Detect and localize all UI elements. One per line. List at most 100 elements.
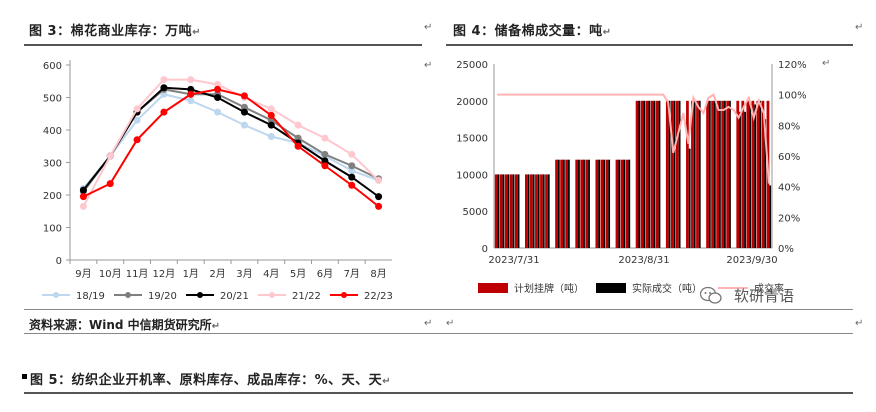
right-y-tick-label: 60% xyxy=(778,152,800,163)
right-y-tick-label: 0% xyxy=(778,244,794,255)
actual-bar xyxy=(502,174,505,248)
actual-bar xyxy=(724,100,726,248)
legend-label: 19/20 xyxy=(148,291,177,302)
series-point-22/23 xyxy=(214,85,222,93)
series-point-21/22 xyxy=(321,134,329,142)
planned-bar xyxy=(655,100,659,248)
actual-bar xyxy=(583,159,585,248)
x-tick-label: 2023/9/30 xyxy=(726,255,777,266)
actual-bar xyxy=(628,159,631,248)
series-line-22/23 xyxy=(82,88,380,208)
actual-bar xyxy=(769,185,772,248)
planned-bar xyxy=(514,174,518,248)
planned-bar xyxy=(615,159,619,248)
x-tick-label: 2月 xyxy=(209,268,225,280)
series-point-18/19 xyxy=(160,90,168,98)
x-tick-label: 3月 xyxy=(236,268,252,280)
actual-bar xyxy=(693,100,696,248)
actual-bar xyxy=(739,111,741,248)
source-bottom-rule xyxy=(24,333,853,334)
series-point-21/22 xyxy=(133,105,141,113)
y-tick-label: 400 xyxy=(43,126,62,137)
x-tick-label: 10月 xyxy=(99,268,122,280)
actual-bar xyxy=(578,159,580,248)
planned-bar xyxy=(706,100,709,248)
x-tick-label: 5月 xyxy=(290,268,306,280)
x-tick-label: 6月 xyxy=(317,268,333,280)
planned-bar xyxy=(721,100,725,248)
actual-bar xyxy=(547,174,550,248)
series-point-22/23 xyxy=(321,162,329,170)
series-point-21/22 xyxy=(214,81,222,88)
planned-bar xyxy=(545,174,548,248)
planned-bar xyxy=(696,100,699,248)
planned-bar xyxy=(575,159,579,248)
series-point-22/23 xyxy=(375,202,383,210)
series-point-19/20 xyxy=(294,134,302,142)
actual-bar xyxy=(568,159,570,248)
actual-bar xyxy=(754,104,756,248)
actual-bar xyxy=(497,174,500,248)
series-point-18/19 xyxy=(267,133,275,140)
para-mark-1: ↵ xyxy=(424,22,433,33)
right-y-tick-label: 120% xyxy=(778,60,807,71)
planned-bar xyxy=(645,100,649,248)
actual-bar xyxy=(623,159,626,248)
series-point-22/23 xyxy=(267,111,275,119)
planned-bar xyxy=(585,159,589,248)
series-point-20/21 xyxy=(375,193,383,201)
actual-bar xyxy=(557,159,560,248)
series-point-20/21 xyxy=(187,85,195,93)
planned-bar xyxy=(741,100,745,248)
series-point-21/22 xyxy=(267,105,275,113)
para-mark-7: ↵ xyxy=(855,318,864,329)
series-point-22/23 xyxy=(294,142,302,150)
right-y-tick-label: 20% xyxy=(778,213,800,224)
series-point-22/23 xyxy=(160,108,168,116)
actual-bar xyxy=(658,100,661,248)
planned-bar xyxy=(565,159,569,248)
legend-swatch-planned xyxy=(478,283,508,293)
series-point-18/19 xyxy=(187,97,195,105)
actual-bar xyxy=(764,119,767,248)
series-point-21/22 xyxy=(106,152,114,160)
watermark: 软研青语 xyxy=(699,283,840,307)
actual-bar xyxy=(678,100,681,248)
planned-bar xyxy=(504,174,508,248)
planned-bar xyxy=(555,159,558,248)
actual-bar xyxy=(542,174,545,248)
actual-bar xyxy=(638,100,641,248)
left-y-tick-label: 25000 xyxy=(456,60,488,71)
actual-bar xyxy=(668,100,671,248)
series-point-21/22 xyxy=(348,150,356,158)
planned-bar xyxy=(761,100,765,248)
x-tick-label: 1月 xyxy=(183,268,199,280)
planned-bar xyxy=(665,100,669,248)
actual-bar xyxy=(759,100,762,248)
series-point-22/23 xyxy=(133,136,141,144)
x-tick-label: 11月 xyxy=(126,268,149,280)
planned-bar xyxy=(524,174,528,248)
series-point-20/21 xyxy=(160,84,168,92)
actual-bar xyxy=(517,174,520,248)
series-point-22/23 xyxy=(187,90,195,98)
right-title-rule xyxy=(446,44,853,46)
planned-bar xyxy=(620,159,624,248)
x-tick-label: 7月 xyxy=(344,268,360,280)
planned-bar xyxy=(580,159,584,248)
legend-marker-19/20 xyxy=(125,292,131,298)
actual-bar xyxy=(618,159,621,248)
planned-bar xyxy=(605,159,609,248)
series-point-20/21 xyxy=(79,186,87,194)
para-mark-2: ↵ xyxy=(855,22,864,33)
para-mark-5: ↵ xyxy=(424,318,433,329)
planned-bar xyxy=(726,100,730,248)
planned-bar xyxy=(716,100,720,248)
chart3-title: 图 3：棉花商业库存：万吨↵ xyxy=(29,24,201,39)
actual-bar xyxy=(598,159,600,248)
legend-marker-21/22 xyxy=(269,292,275,298)
planned-bar xyxy=(711,100,714,248)
x-tick-label: 8月 xyxy=(370,268,386,280)
actual-bar xyxy=(729,100,731,248)
planned-bar xyxy=(640,100,644,248)
